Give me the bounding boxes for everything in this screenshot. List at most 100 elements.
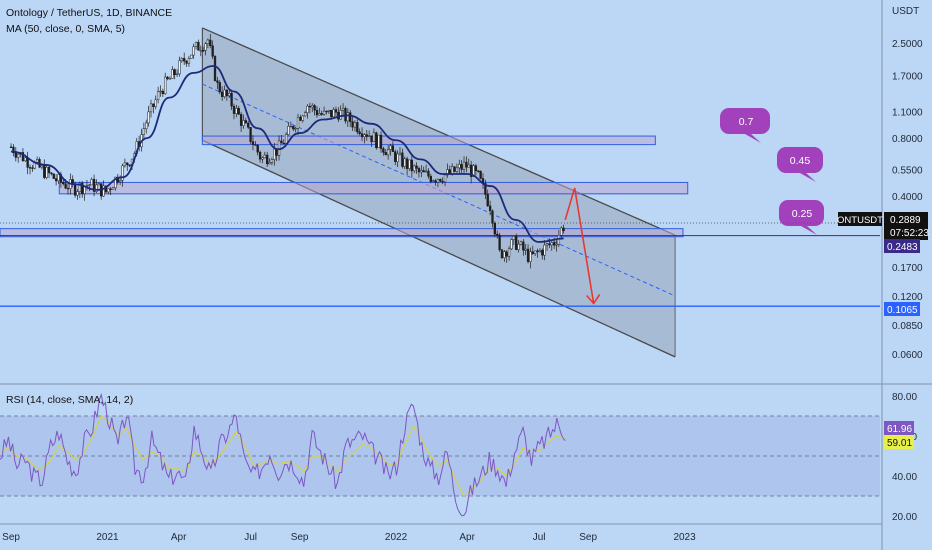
candle-body bbox=[427, 170, 430, 177]
x-tick-label: Apr bbox=[171, 532, 187, 543]
x-tick-label: 2021 bbox=[96, 532, 119, 543]
candle-body bbox=[522, 241, 525, 251]
candle-body bbox=[382, 148, 385, 153]
candle-body bbox=[429, 175, 432, 182]
candle-body bbox=[97, 183, 100, 186]
candle-body bbox=[289, 125, 293, 128]
candle-body bbox=[206, 39, 210, 45]
support-resistance-zones bbox=[0, 135, 689, 238]
candle-body bbox=[453, 166, 456, 172]
candle-body bbox=[460, 164, 463, 170]
candle-body bbox=[493, 223, 497, 235]
candle-body bbox=[391, 145, 395, 152]
candle-body bbox=[54, 178, 58, 182]
channel-upper-line bbox=[202, 27, 676, 236]
callout-0.25: 0.25 bbox=[779, 200, 824, 235]
candle-body bbox=[121, 165, 124, 181]
candle-body bbox=[109, 188, 112, 190]
candle-body bbox=[484, 183, 487, 195]
candle-body bbox=[123, 162, 127, 167]
y-tick-label: 0.4000 bbox=[892, 192, 923, 203]
candle-body bbox=[318, 113, 321, 116]
candle-body bbox=[12, 146, 15, 154]
price-zone bbox=[58, 181, 689, 195]
candle-body bbox=[145, 122, 148, 129]
ma-indicator-label: MA (50, close, 0, SMA, 5) bbox=[6, 23, 125, 35]
candle-body bbox=[88, 184, 91, 186]
candle-body bbox=[282, 142, 285, 145]
candle-body bbox=[465, 161, 468, 168]
candle-body bbox=[469, 164, 473, 177]
candle-body bbox=[555, 243, 558, 246]
y-tick-label: 0.8000 bbox=[892, 134, 923, 145]
price-axis: USDT 2.5000 1.7000 1.1000 0.8000 0.5500 … bbox=[892, 6, 923, 361]
candle-body bbox=[57, 174, 60, 182]
y-tick-label: 0.0600 bbox=[892, 350, 923, 361]
candle-body bbox=[287, 125, 290, 135]
candle-body bbox=[213, 56, 217, 81]
candle-body bbox=[562, 227, 565, 232]
candle-body bbox=[228, 93, 231, 97]
candle-body bbox=[477, 170, 480, 172]
candle-body bbox=[325, 110, 328, 113]
candle-body bbox=[199, 50, 202, 52]
ma-line bbox=[11, 65, 564, 243]
candle-body bbox=[280, 140, 283, 144]
candle-body bbox=[315, 109, 319, 116]
candle-body bbox=[202, 50, 205, 52]
level-badge-1: 0.2483 bbox=[884, 239, 920, 253]
candle-body bbox=[479, 170, 482, 179]
price-candles bbox=[9, 33, 565, 269]
candle-body bbox=[187, 58, 191, 64]
rsi-tick-label: 80.00 bbox=[892, 392, 917, 403]
candle-body bbox=[462, 161, 466, 170]
candle-body bbox=[190, 54, 193, 59]
candle-body bbox=[230, 93, 233, 107]
candle-body bbox=[303, 112, 307, 117]
candle-body bbox=[536, 250, 539, 252]
candle-body bbox=[306, 105, 309, 114]
candle-body bbox=[36, 159, 39, 163]
candle-body bbox=[43, 165, 46, 178]
candle-body bbox=[92, 179, 96, 192]
candle-body bbox=[507, 248, 511, 257]
candle-body bbox=[166, 76, 169, 80]
rsi-tick-label: 20.00 bbox=[892, 512, 917, 523]
candle-body bbox=[247, 122, 250, 128]
candle-body bbox=[261, 157, 264, 160]
candle-body bbox=[17, 153, 20, 158]
candle-body bbox=[78, 182, 81, 192]
candle-body bbox=[102, 185, 105, 197]
candle-body bbox=[64, 183, 67, 189]
candle-body bbox=[346, 112, 349, 122]
candle-body bbox=[353, 122, 357, 128]
candle-body bbox=[197, 41, 200, 51]
symbol-badge: ONTUSDT bbox=[837, 212, 883, 226]
candle-body bbox=[211, 45, 214, 57]
candle-body bbox=[510, 239, 513, 250]
candle-body bbox=[173, 69, 176, 76]
candle-body bbox=[424, 170, 428, 173]
candle-body bbox=[73, 183, 77, 196]
candle-body bbox=[107, 188, 110, 193]
candle-body bbox=[232, 105, 236, 114]
rsi-indicator-label: RSI (14, close, SMA, 14, 2) bbox=[6, 394, 133, 406]
candle-body bbox=[285, 134, 288, 144]
projection-path bbox=[564, 187, 595, 304]
candle-body bbox=[330, 110, 333, 117]
candle-body bbox=[401, 152, 404, 167]
candle-body bbox=[296, 116, 300, 129]
rsi-panel bbox=[0, 392, 880, 517]
candle-body bbox=[164, 76, 167, 95]
candle-body bbox=[370, 135, 373, 142]
currency-label: USDT bbox=[892, 6, 919, 17]
candle-body bbox=[149, 103, 153, 113]
symbol-badge-text: ONTUSDT bbox=[837, 215, 883, 226]
candle-body bbox=[256, 144, 259, 153]
candle-body bbox=[541, 249, 544, 256]
candle-body bbox=[351, 121, 354, 128]
candle-body bbox=[496, 233, 499, 236]
candle-body bbox=[503, 251, 506, 259]
candle-body bbox=[114, 176, 117, 189]
candle-body bbox=[534, 250, 537, 254]
